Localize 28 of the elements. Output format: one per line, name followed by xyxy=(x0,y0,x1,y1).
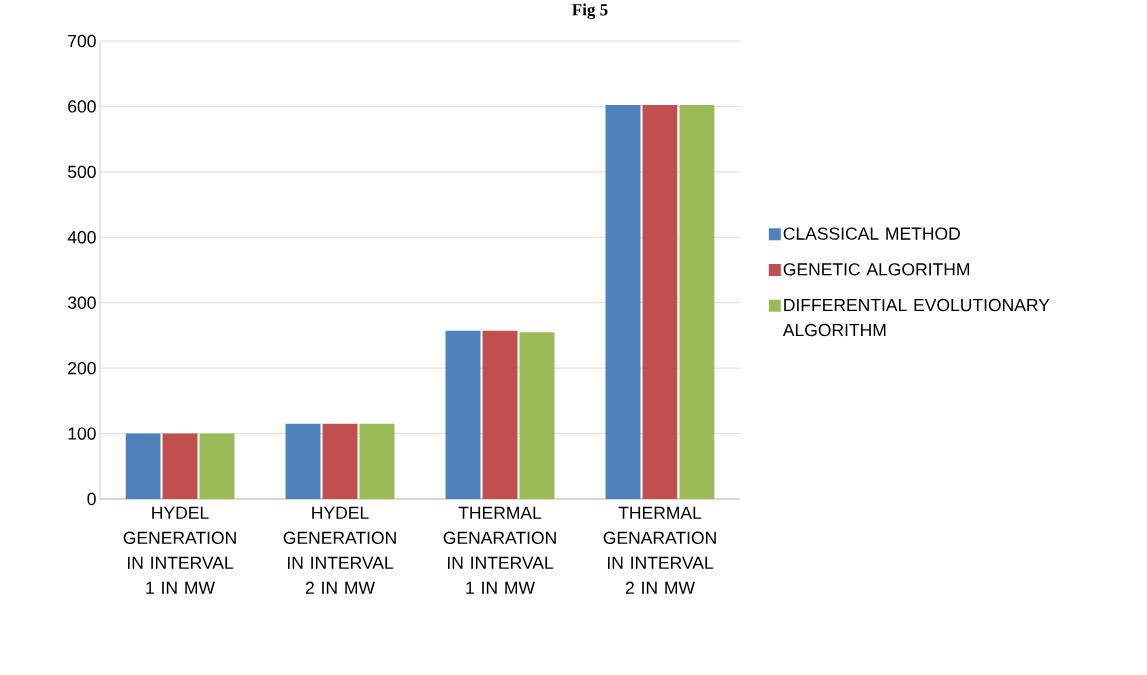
legend-label: CLASSICAL METHOD xyxy=(783,227,960,240)
bar xyxy=(162,433,198,499)
bar xyxy=(285,423,321,499)
y-tick-label: 100 xyxy=(68,427,96,440)
bar xyxy=(642,105,678,499)
bar xyxy=(125,433,161,499)
bar xyxy=(482,330,518,499)
y-tick-label: 300 xyxy=(67,296,96,309)
x-tick-label: THERMAL GENARATION IN INTERVAL 2 IN MW xyxy=(603,506,716,594)
bar xyxy=(679,105,715,499)
y-tick-label: 600 xyxy=(68,100,96,113)
y-tick-label: 700 xyxy=(68,34,96,48)
chart-title: Fig 5 xyxy=(572,3,608,20)
bar xyxy=(445,330,481,499)
y-tick-label: 500 xyxy=(67,165,96,179)
legend-label: GENETIC ALGORITHM xyxy=(783,263,970,276)
legend-label: DIFFERENTIAL EVOLUTIONARY ALGORITHM xyxy=(782,298,1050,337)
y-tick-label: 400 xyxy=(67,231,96,244)
bar xyxy=(359,423,395,499)
x-tick-label: HYDEL GENERATION IN INTERVAL 1 IN MW xyxy=(123,506,236,594)
bar xyxy=(322,423,358,499)
bar xyxy=(519,332,555,499)
y-tick-label: 200 xyxy=(68,361,96,375)
bar xyxy=(199,433,235,499)
y-tick-label: 0 xyxy=(87,492,96,506)
x-tick-label: HYDEL GENERATION IN INTERVAL 2 IN MW xyxy=(283,506,396,594)
bar xyxy=(605,105,641,499)
x-tick-label: THERMAL GENARATION IN INTERVAL 1 IN MW xyxy=(443,506,556,594)
